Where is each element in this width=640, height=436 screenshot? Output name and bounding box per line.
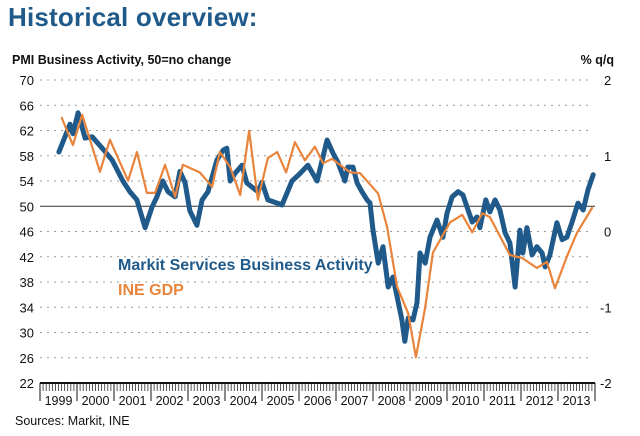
x-tick-label: 2007	[341, 394, 369, 408]
y-tick-label-right: -2	[600, 376, 612, 391]
source-note: Sources: Markit, INE	[15, 414, 130, 428]
y-tick-label-left: 54	[20, 174, 34, 189]
y-tick-label-left: 66	[20, 98, 34, 113]
x-tick-label: 2008	[378, 394, 406, 408]
x-tick-label: 2004	[230, 394, 258, 408]
legend-item-gdp: INE GDP	[118, 282, 184, 299]
left-axis-label: PMI Business Activity, 50=no change	[12, 53, 232, 67]
chart-title: Historical overview:	[8, 2, 258, 32]
x-tick-label: 2013	[563, 394, 591, 408]
x-tick-label: 2001	[119, 394, 147, 408]
x-axis: 1999 2000 2001 2002 2003 2004 2005 2006 2007 2008…	[39, 382, 596, 408]
y-tick-label-left: 26	[20, 351, 34, 366]
right-axis-label: % q/q	[580, 53, 614, 67]
x-tick-label: 2005	[267, 394, 295, 408]
y-tick-label-left: 50	[20, 199, 34, 214]
x-tick-label: 2002	[156, 394, 184, 408]
x-tick-label: 2010	[452, 394, 480, 408]
series-lines	[56, 110, 596, 359]
x-tick-label: 1999	[45, 394, 73, 408]
y-tick-label-right: -1	[600, 300, 612, 315]
gridlines	[40, 79, 593, 359]
x-tick-label: 2011	[489, 394, 516, 408]
y-tick-label-left: 46	[20, 225, 34, 240]
right-y-axis-ticks: 2 1 0 -1 -2	[600, 73, 612, 391]
y-tick-label-left: 34	[20, 300, 34, 315]
y-tick-label-right: 1	[604, 149, 611, 164]
y-tick-label-left: 62	[20, 124, 34, 139]
series-line-pmi	[56, 110, 596, 344]
y-tick-label-left: 22	[20, 376, 34, 391]
y-tick-label-right: 0	[604, 225, 611, 240]
y-tick-label-left: 58	[20, 149, 34, 164]
y-tick-label-left: 70	[20, 73, 34, 88]
y-tick-label-left: 38	[20, 275, 34, 290]
x-tick-label: 2009	[415, 394, 443, 408]
left-y-axis-ticks: 70 66 62 58 54 50 46 42 38 34 30 26 22	[20, 73, 34, 391]
x-tick-label: 2006	[304, 394, 332, 408]
legend: Markit Services Business Activity INE GD…	[118, 257, 373, 299]
y-tick-label-left: 30	[20, 326, 34, 341]
x-tick-label: 2000	[82, 394, 110, 408]
x-tick-label: 2003	[193, 394, 221, 408]
legend-item-pmi: Markit Services Business Activity	[118, 257, 373, 274]
y-tick-label-right: 2	[604, 73, 611, 88]
series-line-gdp	[60, 113, 594, 359]
x-tick-label: 2012	[526, 394, 554, 408]
y-tick-label-left: 42	[20, 250, 34, 265]
